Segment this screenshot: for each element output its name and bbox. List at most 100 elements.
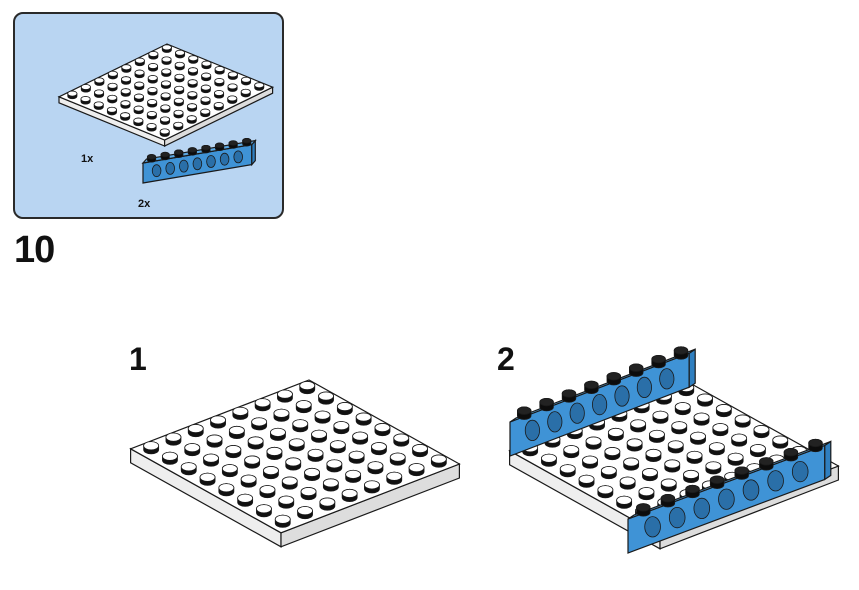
stud [187, 91, 198, 100]
stud [247, 436, 264, 450]
brick-hole [718, 488, 735, 510]
brick-hole [524, 419, 540, 441]
stud [146, 111, 157, 120]
stud [371, 442, 387, 456]
stud [600, 466, 617, 480]
stud [134, 57, 145, 67]
stud [705, 461, 722, 475]
stud [228, 140, 238, 149]
technic-brick-icon [141, 138, 257, 184]
stud [120, 88, 131, 97]
stud [673, 346, 689, 360]
stud [307, 448, 324, 462]
stud [237, 493, 254, 507]
stud [295, 400, 312, 414]
stud [727, 452, 744, 466]
stud [606, 372, 622, 386]
stud [667, 440, 684, 454]
stud [281, 476, 298, 490]
stud [607, 427, 624, 441]
stud [715, 404, 732, 418]
stud [214, 90, 225, 99]
stud [671, 421, 688, 435]
stud [133, 117, 144, 127]
stud [629, 363, 644, 377]
stud [120, 112, 131, 121]
stud [712, 423, 729, 437]
stud [333, 421, 350, 435]
stud [664, 459, 681, 473]
stud [148, 51, 159, 60]
brick-hole [206, 155, 216, 168]
stud [147, 75, 158, 84]
stud [251, 417, 268, 431]
stud [319, 497, 336, 511]
stud [300, 487, 317, 501]
stud [693, 412, 710, 426]
stud [228, 425, 245, 439]
stud [200, 84, 211, 94]
stud [160, 104, 171, 113]
stud [559, 464, 576, 478]
stud [652, 410, 669, 424]
stud [160, 80, 171, 89]
stud [107, 70, 118, 80]
stud [146, 123, 157, 132]
stud [256, 504, 272, 518]
brick-top-face [141, 139, 257, 164]
brick-hole [165, 161, 175, 175]
brick-end-face [824, 440, 832, 481]
stud [386, 471, 403, 485]
brick-hole [644, 516, 661, 538]
brick-top-face [509, 348, 696, 423]
stud [750, 444, 766, 458]
stud [731, 433, 748, 447]
parts-list-box: 1x 2x [13, 12, 284, 219]
stud [188, 55, 199, 64]
stud [561, 389, 577, 403]
brick-end-face [688, 348, 696, 389]
stud [241, 76, 252, 86]
brick-hole [592, 393, 608, 416]
brick-top-face [627, 440, 832, 520]
plate-quantity: 1x [81, 153, 94, 165]
stud [200, 108, 211, 118]
stud [389, 452, 406, 466]
stud [642, 468, 658, 482]
stud [147, 99, 158, 108]
stud [107, 82, 118, 92]
stud [187, 79, 198, 88]
stud [619, 476, 636, 490]
stud [539, 397, 554, 412]
plate-8x8-icon [57, 43, 275, 147]
stud [214, 66, 225, 75]
brick-hole [151, 164, 162, 178]
brick-hole [668, 506, 686, 529]
stud [277, 389, 293, 403]
stud [341, 488, 358, 502]
stud [292, 419, 309, 433]
stud [263, 466, 279, 480]
stud [584, 380, 599, 395]
stud [161, 56, 172, 65]
stud [184, 443, 201, 457]
stud [585, 436, 602, 450]
stud [541, 453, 557, 467]
stud [408, 463, 425, 477]
stud [808, 438, 823, 453]
stud [94, 89, 105, 98]
stud [288, 438, 305, 452]
brick-hole [791, 460, 809, 483]
stud [165, 432, 182, 446]
stud [348, 450, 365, 464]
stud [240, 474, 257, 488]
stud [187, 424, 204, 438]
stud [143, 441, 160, 455]
stud [278, 495, 295, 509]
stud [80, 84, 91, 93]
stud [218, 483, 235, 497]
stud [759, 457, 774, 471]
stud [93, 101, 104, 110]
stud [517, 406, 532, 420]
stud [175, 49, 186, 59]
